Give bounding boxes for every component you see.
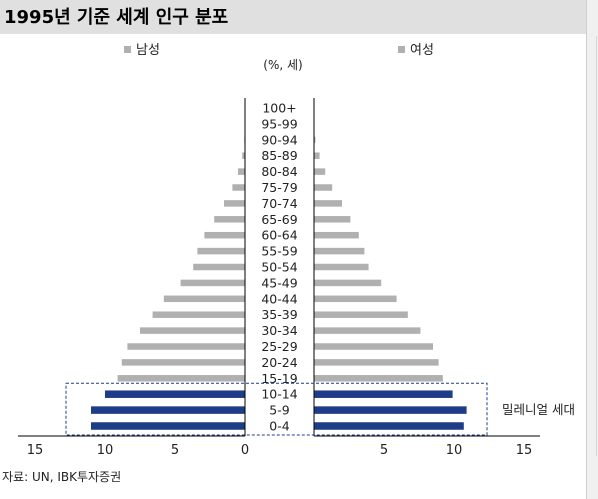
age-label-90-94: 90-94 [261,132,297,147]
x-ticks: 15 10 5 0 5 10 15 [27,443,533,458]
bar-male-45-49 [180,279,245,287]
bar-female-25-29 [314,343,433,350]
bar-female-0-4 [314,422,464,430]
age-label-25-29: 25-29 [261,339,297,354]
unit-label: (%, 세) [263,58,302,72]
bar-female-20-24 [314,359,439,366]
bar-male-65-69 [214,216,245,223]
x-tick-1: 10 [97,443,114,458]
bar-female-65-69 [314,216,351,223]
x-tick-5: 10 [446,443,463,458]
age-label-75-79: 75-79 [261,180,297,195]
bar-male-80-84 [238,168,245,175]
bar-male-15-19 [117,375,245,382]
age-label-65-69: 65-69 [261,212,297,227]
age-label-5-9: 5-9 [269,403,289,418]
bar-male-5-9 [91,406,245,414]
age-label-95-99: 95-99 [261,116,297,131]
bar-male-50-54 [193,263,245,271]
age-label-10-14: 10-14 [261,387,297,402]
bar-male-0-4 [91,422,245,430]
age-label-45-49: 45-49 [261,275,297,290]
bar-female-15-19 [314,375,443,382]
age-label-20-24: 20-24 [261,355,297,370]
bar-female-75-79 [314,184,333,191]
age-label-30-34: 30-34 [261,323,297,338]
x-tick-3: 0 [241,443,249,458]
bar-male-35-39 [152,311,245,318]
age-label-15-19: 15-19 [261,371,297,386]
age-label-0-4: 0-4 [269,419,289,434]
x-tick-0: 15 [27,443,44,458]
bar-female-10-14 [314,390,453,398]
source-note: 자료: UN, IBK투자증권 [2,470,122,484]
millennial-highlight: 밀레니얼 세대 [65,382,575,436]
x-tick-4: 5 [380,443,388,458]
age-label-50-54: 50-54 [261,260,297,275]
legend-swatch-male [124,46,131,53]
bar-female-90-94 [314,136,316,144]
bar-male-60-64 [204,231,245,239]
highlight-box [65,382,488,436]
bar-female-60-64 [314,231,359,239]
bar-male-20-24 [121,359,245,366]
bar-female-55-59 [314,247,365,255]
bar-female-40-44 [314,295,397,303]
male-bars [91,136,245,430]
age-label-55-59: 55-59 [261,244,297,259]
bar-male-10-14 [105,390,245,398]
legend-label-female: 여성 [410,43,434,58]
bar-female-45-49 [314,279,382,287]
x-tick-2: 5 [171,443,179,458]
bar-female-70-74 [314,200,342,207]
bar-female-50-54 [314,263,369,271]
population-pyramid-chart: 남성 여성 (%, 세) 0-45-910-1415-1920-2425-293… [18,43,575,458]
bar-female-85-89 [314,152,320,159]
legend-label-male: 남성 [136,43,160,58]
bar-male-25-29 [127,343,245,350]
age-label-35-39: 35-39 [261,307,297,322]
bar-male-75-79 [232,184,245,191]
highlight-label: 밀레니얼 세대 [502,402,575,417]
age-label-60-64: 60-64 [261,228,297,243]
chart-title: 1995년 기준 세계 인구 분포 [4,7,229,28]
age-label-100+: 100+ [262,101,296,116]
legend-swatch-female [398,46,405,53]
bar-male-85-89 [242,152,245,159]
age-labels: 0-45-910-1415-1920-2425-2930-3435-3940-4… [261,101,297,434]
x-tick-6: 15 [516,443,533,458]
bar-male-70-74 [224,200,245,207]
title-bar: 1995년 기준 세계 인구 분포 [0,0,586,34]
age-label-85-89: 85-89 [261,148,297,163]
age-label-80-84: 80-84 [261,164,297,179]
window-edge [586,0,598,499]
bar-male-40-44 [163,295,245,303]
age-label-70-74: 70-74 [261,196,297,211]
window-edge-line [596,36,597,456]
bar-male-55-59 [197,247,245,255]
legend: 남성 여성 (%, 세) [124,43,434,72]
bar-male-30-34 [140,327,245,334]
bar-female-35-39 [314,311,408,318]
female-bars [314,136,467,430]
age-label-40-44: 40-44 [261,291,297,306]
bar-female-30-34 [314,327,421,334]
bar-female-5-9 [314,406,467,414]
bar-female-80-84 [314,168,326,175]
axes [18,98,540,437]
